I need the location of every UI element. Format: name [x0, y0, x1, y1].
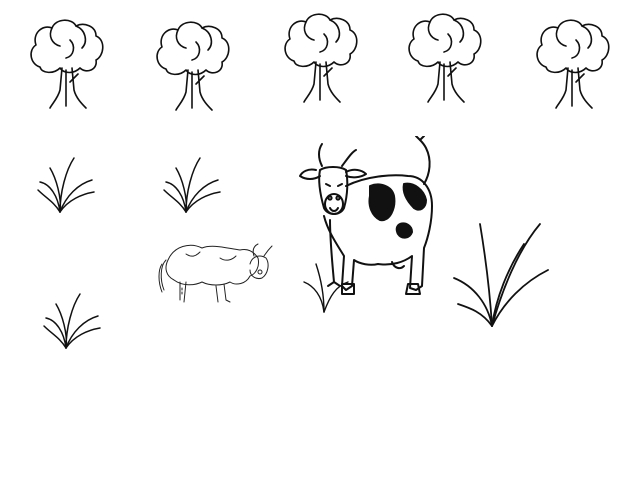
- tree-icon[interactable]: [152, 14, 236, 114]
- grass-icon[interactable]: [42, 284, 102, 352]
- tree-icon[interactable]: [404, 6, 488, 106]
- tree-icon[interactable]: [532, 12, 616, 112]
- tree-icon[interactable]: [26, 12, 110, 112]
- grass-icon[interactable]: [36, 148, 96, 216]
- wild-ox-icon[interactable]: [156, 240, 274, 308]
- grass-icon[interactable]: [162, 148, 222, 216]
- cow-icon[interactable]: [296, 136, 438, 316]
- grass-icon[interactable]: [452, 220, 552, 330]
- tree-icon[interactable]: [280, 6, 364, 106]
